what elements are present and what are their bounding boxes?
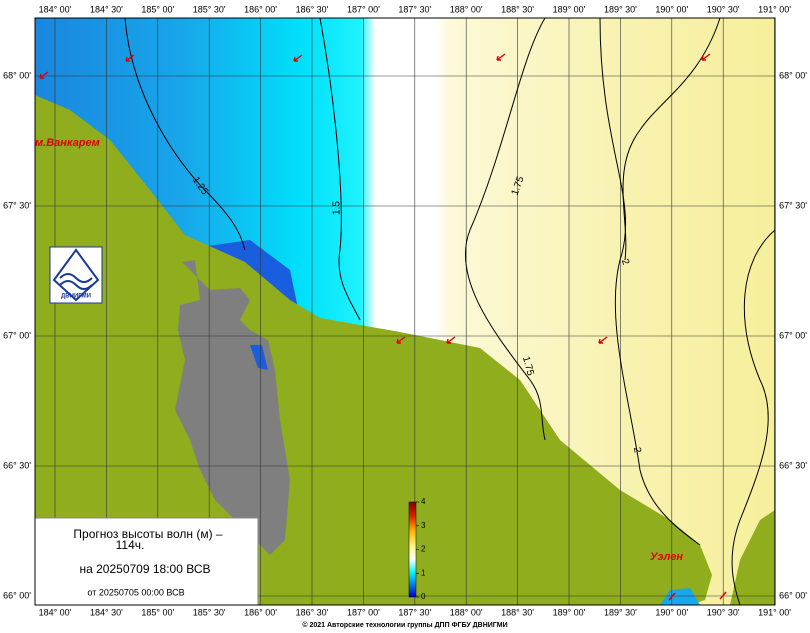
lon-label: 190° 00' [655, 607, 688, 617]
legend-title: Прогноз высоты волн (м) – [73, 527, 223, 541]
logo: ДВНИГМИ [49, 246, 103, 304]
lon-label: 187° 30' [398, 607, 431, 617]
lat-label: 67° 30' [779, 200, 807, 210]
lon-label: 185° 00' [141, 607, 174, 617]
colorbar-label: 0 [421, 592, 426, 601]
contour-label: 2 [631, 446, 643, 454]
colorbar-label: 1 [421, 568, 426, 577]
lat-label: 67° 30' [3, 200, 31, 210]
lon-label: 184° 00' [39, 4, 72, 14]
contour [464, 17, 546, 441]
colorbar-label: 4 [421, 497, 426, 506]
contour [599, 17, 701, 546]
lon-label: 188° 30' [501, 4, 534, 14]
lon-label: 188° 00' [450, 4, 483, 14]
contour-label: 1.5 [332, 201, 343, 215]
lon-label: 189° 30' [604, 607, 637, 617]
lon-label: 187° 30' [398, 4, 431, 14]
contour [622, 17, 721, 261]
lon-label: 186° 30' [296, 607, 329, 617]
legend-box [34, 517, 259, 606]
lon-label: 185° 00' [141, 4, 174, 14]
legend-valid: на 20250709 18:00 ВСВ [80, 562, 211, 576]
contour-label: 1.75 [520, 355, 536, 377]
lat-label: 68° 00' [3, 70, 31, 80]
place-label: м.Ванкарем [35, 137, 100, 149]
lon-label: 191° 00' [758, 607, 791, 617]
lon-label: 186° 00' [244, 607, 277, 617]
lat-label: 66° 30' [779, 460, 807, 470]
lon-label: 191° 00' [758, 4, 791, 14]
lat-label: 67° 00' [779, 330, 807, 340]
lon-label: 187° 00' [347, 4, 380, 14]
lon-label: 184° 00' [39, 607, 72, 617]
legend-lead: 114ч. [116, 538, 145, 552]
lon-label: 190° 30' [707, 607, 740, 617]
colorbar-label: 2 [421, 545, 426, 554]
lon-label: 185° 30' [193, 4, 226, 14]
bay [660, 588, 700, 605]
lat-label: 67° 00' [3, 330, 31, 340]
lon-label: 189° 00' [553, 607, 586, 617]
lon-label: 188° 30' [501, 607, 534, 617]
lon-label: 187° 00' [347, 607, 380, 617]
lon-label: 186° 00' [244, 4, 277, 14]
map-frame [34, 17, 776, 606]
lon-label: 185° 30' [193, 607, 226, 617]
lat-label: 66° 00' [3, 590, 31, 600]
lon-label: 189° 00' [553, 4, 586, 14]
colorbar-label: 3 [421, 521, 426, 530]
contour [124, 17, 246, 251]
lon-label: 190° 30' [707, 4, 740, 14]
lon-label: 190° 00' [655, 4, 688, 14]
lon-label: 184° 30' [90, 4, 123, 14]
copyright: © 2021 Авторские технологии группы ДПП Ф… [302, 621, 507, 629]
lat-label: 66° 00' [779, 590, 807, 600]
contour [319, 17, 361, 321]
lon-label: 188° 00' [450, 607, 483, 617]
lon-label: 186° 30' [296, 4, 329, 14]
lat-label: 66° 30' [3, 460, 31, 470]
lon-label: 189° 30' [604, 4, 637, 14]
wave-directions [39, 53, 727, 601]
logo-text: ДВНИГМИ [61, 294, 91, 300]
contour [731, 229, 776, 606]
lagoon [175, 260, 290, 555]
place-label: Уэлен [650, 551, 683, 563]
colorbar: 0 1 2 3 4 [408, 497, 426, 601]
contour-label: 2 [619, 258, 631, 267]
legend-issued: от 20250705 00:00 ВСВ [87, 587, 184, 597]
lagoon-water [250, 345, 268, 370]
lon-label: 184° 30' [90, 607, 123, 617]
land-east [730, 510, 775, 605]
lat-label: 68° 00' [779, 70, 807, 80]
